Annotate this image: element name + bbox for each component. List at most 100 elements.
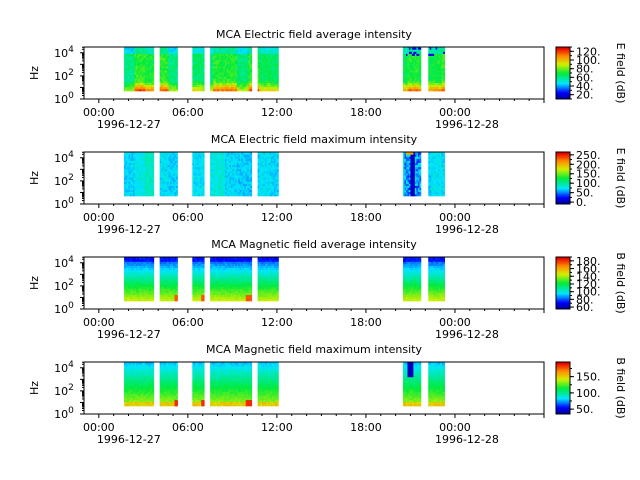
heatmap-cell <box>168 63 171 67</box>
heatmap-cell <box>219 80 221 83</box>
heatmap-cell <box>230 78 233 81</box>
heatmap-cell <box>269 168 272 172</box>
heatmap-cell <box>269 61 272 65</box>
heatmap-cell <box>262 187 264 191</box>
heatmap-cell <box>268 189 270 193</box>
heatmap-cell <box>232 65 235 69</box>
heatmap-cell <box>229 80 232 83</box>
heatmap-cell <box>272 78 275 81</box>
heatmap-cell <box>428 80 431 83</box>
heatmap-cell <box>408 70 411 73</box>
heatmap-cell <box>419 74 422 77</box>
heatmap-cell <box>171 173 174 176</box>
heatmap-cell <box>137 152 140 155</box>
heatmap-cell <box>248 51 251 54</box>
heatmap-cell <box>265 59 267 63</box>
heatmap-cell <box>134 191 137 195</box>
heatmap-cell <box>437 76 440 79</box>
heatmap-cell <box>406 160 408 164</box>
heatmap-cell <box>222 68 224 71</box>
heatmap-cell <box>230 53 233 56</box>
colorbar-band <box>556 154 570 157</box>
heatmap-cell <box>408 152 411 155</box>
heatmap-cell <box>435 78 438 81</box>
heatmap-cell <box>217 65 220 69</box>
heatmap-cell <box>263 63 266 67</box>
heatmap-cell <box>147 80 150 83</box>
heatmap-cell <box>244 154 247 157</box>
heatmap-cell <box>438 193 441 197</box>
heatmap-cell <box>143 162 146 166</box>
heatmap-cell <box>419 181 422 184</box>
heatmap-cell <box>272 61 275 65</box>
heatmap-cell <box>239 164 242 168</box>
heatmap-cell <box>417 53 420 56</box>
heatmap-cell <box>174 158 177 161</box>
colorbar-band <box>556 75 570 78</box>
heatmap-cell <box>241 74 244 77</box>
heatmap-cell <box>132 74 135 77</box>
heatmap-cell <box>173 166 175 170</box>
heatmap-cell <box>168 72 171 75</box>
heatmap-cell <box>416 53 419 56</box>
heatmap-cell <box>146 152 149 155</box>
heatmap-cell <box>257 164 260 168</box>
heatmap-cell <box>257 70 260 73</box>
heatmap-cell <box>229 168 232 172</box>
heatmap-cell <box>411 177 414 180</box>
heatmap-cell <box>428 63 431 67</box>
heatmap-cell <box>428 181 431 184</box>
heatmap-cell <box>127 286 129 289</box>
heatmap-cell <box>236 47 239 50</box>
heatmap-cell <box>437 170 440 174</box>
heatmap-cell <box>236 55 239 59</box>
heatmap-cell <box>275 47 278 50</box>
heatmap-cell <box>135 160 138 164</box>
heatmap-cell <box>147 187 150 191</box>
heatmap-cell <box>241 166 244 170</box>
heatmap-cell <box>127 288 129 291</box>
heatmap-cell <box>196 61 199 65</box>
heatmap-cell <box>410 156 413 159</box>
heatmap-cell <box>434 166 437 170</box>
heatmap-cell <box>224 76 227 79</box>
heatmap-cell <box>236 175 239 178</box>
heatmap-cell <box>192 187 195 191</box>
heatmap-cell <box>245 49 248 52</box>
heatmap-cell <box>213 55 215 59</box>
heatmap-cell <box>137 84 140 88</box>
heatmap-cell <box>438 65 441 69</box>
heatmap-cell <box>260 191 263 195</box>
heatmap-cell <box>192 158 195 161</box>
heatmap-cell <box>173 76 175 79</box>
heatmap-cell <box>201 181 204 184</box>
heatmap-cell <box>245 166 248 170</box>
heatmap-cell <box>211 179 214 182</box>
heatmap-cell <box>150 187 153 191</box>
heatmap-cell <box>216 177 218 180</box>
heatmap-cell <box>233 162 236 166</box>
heatmap-cell <box>233 179 236 182</box>
heatmap-cell <box>130 59 132 63</box>
heatmap-cell <box>257 193 260 197</box>
heatmap-cell <box>257 170 260 174</box>
heatmap-cell <box>265 193 267 197</box>
heatmap-cell <box>260 72 263 75</box>
heatmap-cell <box>437 177 440 180</box>
heatmap-cell <box>413 154 416 157</box>
heatmap-cell <box>413 57 416 61</box>
heatmap-cell <box>198 76 201 79</box>
heatmap-cell <box>130 177 132 180</box>
heatmap-cell <box>132 168 135 172</box>
heatmap-cell <box>419 53 422 56</box>
heatmap-cell <box>242 74 245 77</box>
heatmap-cell <box>403 63 405 67</box>
heatmap-cell <box>434 47 437 50</box>
heatmap-cell <box>407 65 410 69</box>
heatmap-cell <box>223 49 226 52</box>
heatmap-cell <box>257 185 260 188</box>
heatmap-cell <box>224 152 227 155</box>
heatmap-cell <box>276 168 279 172</box>
heatmap-cell <box>132 49 135 52</box>
heatmap-cell <box>429 185 432 188</box>
